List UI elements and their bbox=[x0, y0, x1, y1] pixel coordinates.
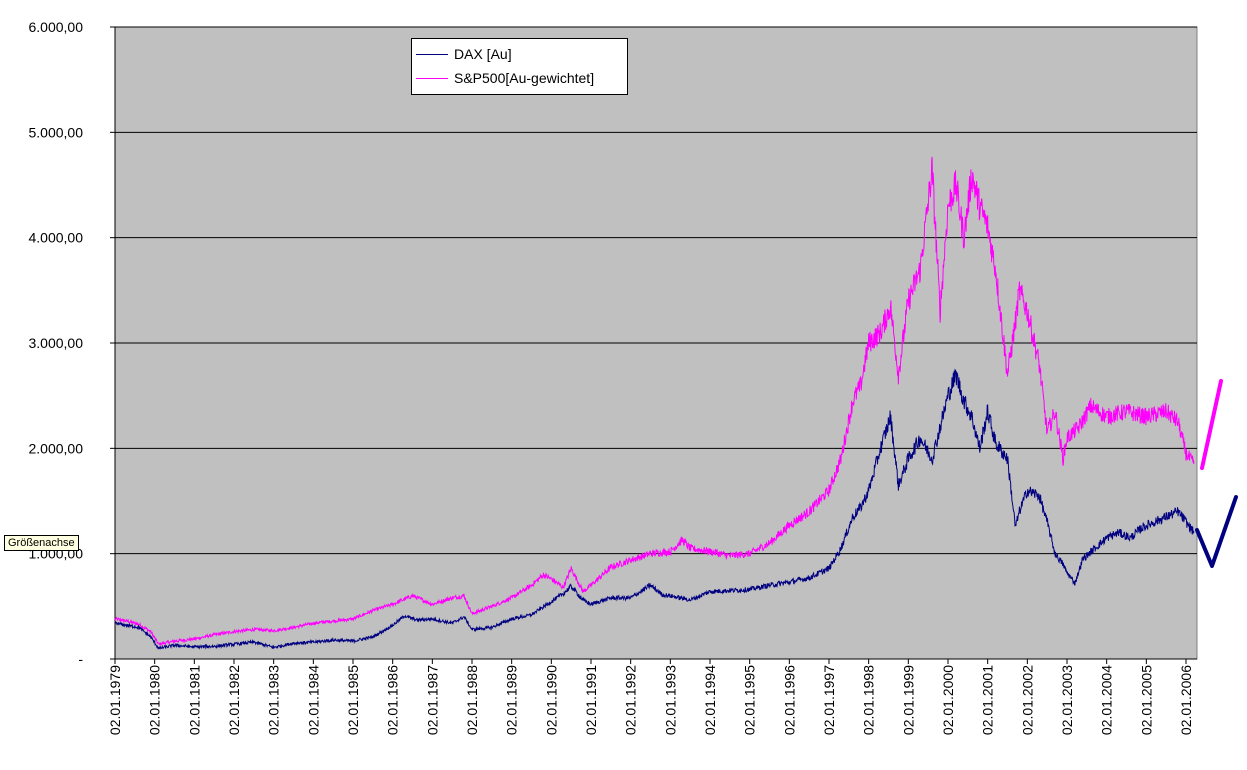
up-slash-annotation bbox=[1200, 379, 1223, 470]
y-tick-label: 5.000,00 bbox=[29, 124, 84, 140]
x-tick-label: 02.01.1983 bbox=[266, 665, 282, 735]
x-tick-label: 02.01.2002 bbox=[1019, 665, 1035, 735]
x-tick-label: 02.01.1987 bbox=[424, 665, 440, 735]
gridlines bbox=[115, 26, 1197, 555]
x-tick-label: 02.01.1995 bbox=[742, 665, 758, 735]
x-tick-label: 02.01.1991 bbox=[583, 665, 599, 735]
x-tick-label: 02.01.1994 bbox=[702, 665, 718, 735]
x-tick-label: 02.01.1986 bbox=[385, 665, 401, 735]
x-tick-label: 02.01.2005 bbox=[1138, 665, 1154, 735]
x-tick-label: 02.01.1998 bbox=[861, 665, 877, 735]
legend-swatch-sp500 bbox=[416, 77, 448, 79]
x-tick-label: 02.01.2000 bbox=[940, 665, 956, 735]
x-axis: 02.01.1979 02.01.1980 02.01.1981 02.01.1982… bbox=[107, 658, 1197, 735]
legend-item-dax: DAX [Au] bbox=[416, 44, 512, 64]
y-tick-label: 3.000,00 bbox=[29, 335, 84, 351]
check-mark-annotation bbox=[1195, 495, 1238, 568]
x-tick-label: 02.01.1984 bbox=[305, 665, 321, 735]
x-tick-label: 02.01.1989 bbox=[504, 665, 520, 735]
y-tick-label: 4.000,00 bbox=[29, 230, 84, 246]
x-tick-label: 02.01.1990 bbox=[543, 665, 559, 735]
series-layer bbox=[114, 156, 1195, 650]
x-tick-label: 02.01.1993 bbox=[662, 665, 678, 735]
series-line-dax bbox=[114, 368, 1195, 650]
x-tick-label: 02.01.1981 bbox=[186, 665, 202, 735]
legend-label-dax: DAX [Au] bbox=[454, 46, 512, 62]
y-tick-label: 6.000,00 bbox=[29, 19, 84, 35]
x-tick-label: 02.01.1988 bbox=[464, 665, 480, 735]
legend: DAX [Au] S&P500[Au-gewichtet] bbox=[411, 38, 628, 95]
x-tick-label: 02.01.1997 bbox=[821, 665, 837, 735]
axis-tooltip: Größenachse bbox=[4, 535, 79, 551]
x-tick-label: 02.01.1982 bbox=[226, 665, 242, 735]
x-tick-label: 02.01.1980 bbox=[147, 665, 163, 735]
x-tick-label: 02.01.2001 bbox=[980, 665, 996, 735]
y-axis: -1.000,002.000,003.000,004.000,005.000,0… bbox=[29, 19, 116, 667]
x-tick-label: 02.01.1985 bbox=[345, 665, 361, 735]
legend-swatch-dax bbox=[416, 53, 448, 55]
x-tick-label: 02.01.1992 bbox=[623, 665, 639, 735]
x-tick-label: 02.01.1999 bbox=[900, 665, 916, 735]
x-tick-label: 02.01.1979 bbox=[107, 665, 123, 735]
y-tick-label: - bbox=[78, 651, 83, 667]
x-tick-label: 02.01.1996 bbox=[781, 665, 797, 735]
legend-item-sp500: S&P500[Au-gewichtet] bbox=[416, 68, 594, 88]
x-tick-label: 02.01.2006 bbox=[1178, 665, 1194, 735]
annotations bbox=[1195, 379, 1238, 568]
y-tick-label: 2.000,00 bbox=[29, 440, 84, 456]
legend-label-sp500: S&P500[Au-gewichtet] bbox=[454, 70, 595, 86]
x-tick-label: 02.01.2003 bbox=[1059, 665, 1075, 735]
series-line-sp500 bbox=[114, 156, 1195, 647]
x-tick-label: 02.01.2004 bbox=[1099, 665, 1115, 735]
